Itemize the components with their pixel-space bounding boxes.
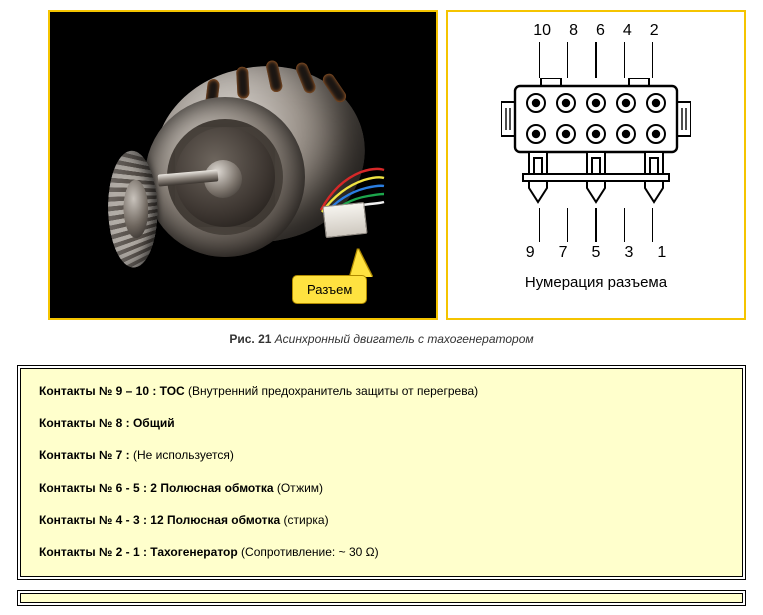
figure-title: Асинхронный двигатель с тахогенератором [275,332,534,346]
figure-caption: Рис. 21 Асинхронный двигатель с тахогене… [10,332,753,346]
contacts-info-box: Контакты № 9 – 10 : ТОС (Внутренний пред… [20,368,743,577]
pin-label: 1 [657,244,666,262]
contact-row: Контакты № 2 - 1 : Тахогенератор (Сопрот… [39,544,724,560]
pin-label: 8 [569,22,578,40]
pin-label: 10 [533,22,551,40]
figure-number: Рис. 21 [229,332,271,346]
pin-label: 5 [592,244,601,262]
callout-label: Разъем [292,275,367,304]
contact-row: Контакты № 8 : Общий [39,415,724,431]
next-info-box-sliver [20,593,743,603]
pin-label: 2 [650,22,659,40]
contact-row: Контакты № 9 – 10 : ТОС (Внутренний пред… [39,383,724,399]
pin-labels-top: 10 8 6 4 2 [533,22,658,40]
contact-row: Контакты № 7 : (Не используется) [39,447,724,463]
pin-label: 7 [559,244,568,262]
pin-label: 3 [624,244,633,262]
pin-label: 6 [596,22,605,40]
motor-photo-panel: Разъем [48,10,438,320]
contact-row: Контакты № 4 - 3 : 12 Полюсная обмотка (… [39,512,724,528]
figure-container: Разъем 10 8 6 4 2 [48,10,753,320]
leader-lines-top [539,42,653,78]
connector-diagram-panel: 10 8 6 4 2 [446,10,746,320]
pin-labels-bottom: 9 7 5 3 1 [526,244,667,262]
leader-lines-bottom [539,208,653,242]
connector-callout: Разъем [292,275,367,304]
pin-label: 9 [526,244,535,262]
pin-label: 4 [623,22,632,40]
connector-body-diagram [501,78,691,208]
connector-caption: Нумерация разъема [525,274,667,291]
motor-connector-plug [322,202,367,238]
contact-row: Контакты № 6 - 5 : 2 Полюсная обмотка (О… [39,480,724,496]
